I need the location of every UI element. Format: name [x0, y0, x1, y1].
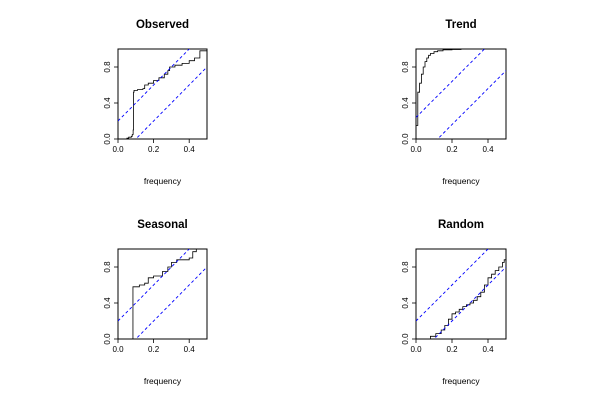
panel-title: Observed	[136, 19, 189, 31]
panel-observed: Observed 0.0 0.2 0.4 0.0 0.4 0.8 frequency	[103, 19, 208, 186]
confidence-bound-line-1	[118, 249, 190, 322]
series-layer	[118, 249, 207, 339]
confidence-bound-line-2	[436, 70, 506, 139]
x-tick-label: 0.4	[184, 145, 196, 154]
plot-frame	[117, 248, 208, 340]
x-axis: 0.0 0.2 0.4	[410, 139, 494, 154]
x-tick-label: 0.4	[482, 345, 494, 354]
x-tick-label: 0.2	[446, 345, 458, 354]
plot-frame	[415, 48, 507, 140]
y-tick-label: 0.0	[401, 333, 410, 345]
panel-title: Random	[438, 219, 484, 231]
confidence-bound-line-2	[135, 66, 207, 139]
x-tick-label: 0.4	[184, 345, 196, 354]
panel-seasonal: Seasonal 0.0 0.2 0.4 0.0 0.4 0.8 frequency	[103, 219, 208, 386]
y-tick-label: 0.4	[103, 97, 112, 109]
y-tick-label: 0.0	[401, 133, 410, 145]
x-tick-label: 0.0	[112, 345, 124, 354]
cumulative-periodogram-line	[118, 249, 207, 339]
x-axis-label: frequency	[144, 376, 182, 386]
x-tick-label: 0.4	[482, 145, 494, 154]
y-tick-label: 0.4	[103, 297, 112, 309]
confidence-bound-line-1	[416, 49, 486, 118]
y-tick-label: 0.4	[401, 97, 410, 109]
x-tick-label: 0.0	[112, 145, 124, 154]
y-tick-label: 0.8	[401, 61, 410, 73]
x-tick-label: 0.2	[148, 345, 160, 354]
x-tick-label: 0.0	[410, 345, 422, 354]
y-tick-label: 0.4	[401, 297, 410, 309]
y-tick-label: 0.0	[103, 133, 112, 145]
confidence-bound-line-2	[433, 266, 506, 339]
cumulative-periodogram-line	[118, 49, 207, 139]
x-tick-label: 0.2	[148, 145, 160, 154]
y-axis: 0.0 0.4 0.8	[103, 261, 118, 345]
y-axis: 0.0 0.4 0.8	[401, 261, 416, 345]
plot-frame	[117, 48, 208, 140]
y-axis: 0.0 0.4 0.8	[103, 61, 118, 145]
plot-frame	[415, 248, 507, 340]
y-tick-label: 0.8	[103, 61, 112, 73]
x-axis: 0.0 0.2 0.4	[112, 339, 195, 354]
confidence-bound-line-1	[118, 49, 190, 122]
x-axis-label: frequency	[442, 176, 480, 186]
y-tick-label: 0.8	[103, 261, 112, 273]
panel-random: Random 0.0 0.2 0.4 0.0 0.4 0.8 frequency	[401, 219, 507, 386]
y-tick-label: 0.8	[401, 261, 410, 273]
panel-trend: Trend 0.0 0.2 0.4 0.0 0.4 0.8 frequency	[401, 19, 507, 186]
x-tick-label: 0.0	[410, 145, 422, 154]
panel-title: Trend	[445, 19, 476, 31]
x-axis-label: frequency	[144, 176, 182, 186]
cumulative-periodogram-line	[416, 49, 506, 126]
series-layer	[416, 49, 506, 139]
x-tick-label: 0.2	[446, 145, 458, 154]
series-layer	[118, 49, 207, 139]
confidence-bound-line-2	[135, 266, 207, 339]
y-axis: 0.0 0.4 0.8	[401, 61, 416, 145]
x-axis-label: frequency	[442, 376, 480, 386]
confidence-bound-line-1	[416, 249, 489, 322]
x-axis: 0.0 0.2 0.4	[112, 139, 195, 154]
y-tick-label: 0.0	[103, 333, 112, 345]
cumulative-periodogram-line	[416, 249, 506, 339]
series-layer	[416, 249, 506, 339]
panel-title: Seasonal	[137, 219, 188, 231]
x-axis: 0.0 0.2 0.4	[410, 339, 494, 354]
